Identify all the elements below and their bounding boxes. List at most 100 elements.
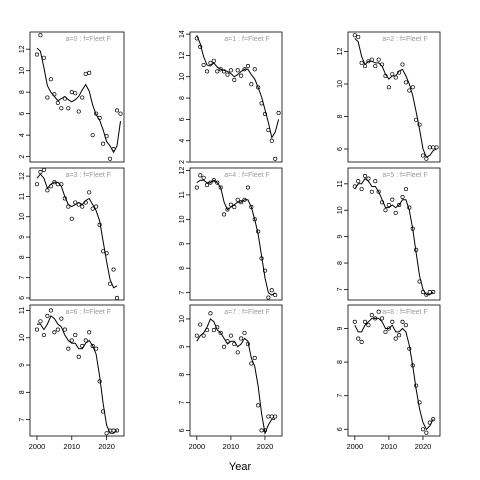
y-tick-label: 9 (337, 235, 344, 239)
x-tick-label: 2010 (63, 442, 80, 451)
data-point (420, 290, 426, 295)
data-point (69, 90, 74, 95)
data-point (417, 122, 422, 127)
data-point (59, 316, 64, 321)
data-point (369, 189, 374, 194)
data-point (34, 182, 40, 187)
panel-label: a=1 : f=Fleet F (224, 36, 270, 43)
y-tick-label: 9 (179, 242, 186, 246)
y-tick-label: 7 (179, 401, 186, 405)
data-point (269, 288, 274, 293)
data-point (232, 77, 237, 83)
data-point (383, 329, 388, 334)
data-point (410, 85, 415, 90)
data-point (424, 430, 429, 435)
data-point (369, 57, 374, 62)
panel-label: a=7 : f=Fleet F (224, 309, 270, 316)
data-point (393, 75, 398, 80)
data-point (400, 319, 405, 324)
data-point (259, 256, 264, 261)
data-point (108, 281, 113, 286)
data-point (222, 69, 227, 74)
data-point (356, 336, 361, 341)
y-tick-label: 10 (19, 213, 26, 221)
data-point (228, 202, 233, 207)
x-axis-label: Year (229, 461, 252, 473)
y-tick-label: 12 (19, 45, 26, 53)
data-point (228, 68, 233, 73)
y-tick-label: 7 (337, 394, 344, 398)
data-point (69, 216, 74, 221)
data-point (87, 70, 92, 75)
data-point (380, 316, 385, 321)
data-point (108, 156, 113, 161)
y-tick-label: 8 (337, 360, 344, 364)
x-tick-label: 2000 (188, 442, 205, 451)
y-tick-label: 6 (179, 428, 186, 432)
data-point (262, 428, 268, 433)
data-point (407, 346, 412, 351)
x-tick-label: 2000 (29, 442, 46, 451)
y-tick-label: 10 (19, 67, 26, 75)
data-point (252, 355, 257, 361)
y-tick-label: 11 (19, 193, 26, 200)
data-point (417, 400, 422, 405)
data-point (69, 338, 74, 343)
data-point (431, 145, 436, 150)
y-tick-label: 6 (337, 147, 344, 151)
data-point (434, 145, 439, 150)
y-tick-label: 12 (179, 166, 186, 174)
data-point (90, 133, 95, 138)
data-point (273, 156, 278, 161)
data-point (94, 111, 99, 116)
data-point (431, 417, 436, 422)
panel-6: 6 8 10 12 a=2 : f=Fleet F (337, 31, 441, 163)
y-tick-label: 2 (179, 160, 186, 164)
data-point (97, 115, 102, 121)
y-tick-label: 6 (337, 427, 344, 431)
data-point (198, 173, 203, 178)
data-point (101, 141, 106, 146)
y-tick-label: 9 (19, 235, 26, 239)
data-point (104, 134, 109, 139)
y-tick-label: 8 (337, 261, 344, 265)
panel-label: a=6 : f=Fleet F (66, 309, 112, 316)
data-point (252, 217, 257, 222)
data-point (352, 33, 357, 38)
data-point (204, 69, 210, 74)
data-point (201, 333, 206, 338)
data-point (266, 295, 271, 300)
data-point (73, 91, 78, 96)
y-tick-label: 10 (179, 315, 186, 323)
y-tick-label: 8 (337, 114, 344, 118)
data-point (83, 200, 88, 205)
data-point (380, 62, 385, 67)
panel-frame (347, 167, 441, 301)
data-point (76, 354, 81, 359)
data-point (259, 101, 264, 106)
y-tick-label: 8 (179, 96, 186, 100)
data-point (76, 109, 81, 114)
data-point (366, 59, 371, 64)
data-point (386, 202, 391, 208)
data-point (431, 290, 436, 295)
panel-3: 2 4 6 8 10 12 14 a=1 : f=Fleet F (179, 30, 283, 164)
data-point (52, 92, 57, 97)
y-tick-label: 2 (19, 155, 26, 159)
data-point (352, 319, 357, 324)
data-point (104, 251, 109, 256)
data-point (366, 176, 371, 181)
data-point (400, 62, 405, 67)
panel-label: a=2 : f=Fleet F (382, 36, 428, 43)
data-point (104, 431, 109, 436)
data-point (235, 350, 240, 355)
data-point (215, 325, 220, 330)
data-point (427, 290, 432, 295)
data-point (90, 343, 95, 348)
data-point (407, 205, 412, 210)
data-point (400, 194, 405, 200)
data-point (80, 95, 85, 100)
data-point (73, 200, 78, 205)
data-point (420, 427, 426, 432)
